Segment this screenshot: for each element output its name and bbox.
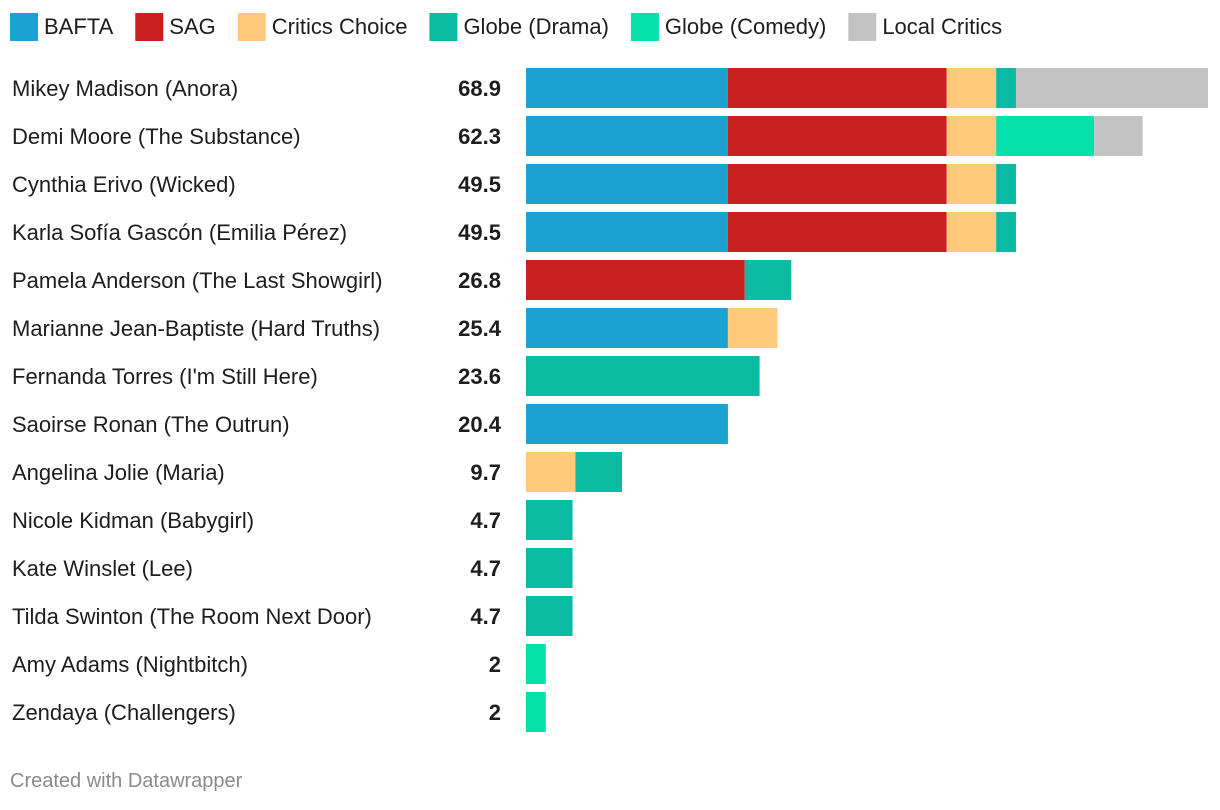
- row-total: 9.7: [470, 460, 501, 485]
- row-label: Kate Winslet (Lee): [12, 556, 193, 581]
- legend-label-local-critics: Local Critics: [882, 14, 1002, 39]
- bar-segment-globe-comedy: [526, 644, 546, 684]
- legend-label-bafta: BAFTA: [44, 14, 114, 39]
- row-total: 25.4: [458, 316, 502, 341]
- legend-label-sag: SAG: [169, 14, 215, 39]
- row-total: 20.4: [458, 412, 502, 437]
- legend-swatch-critics-choice: [237, 13, 266, 41]
- bar-segment-globe-comedy: [526, 692, 546, 732]
- row-label: Pamela Anderson (The Last Showgirl): [12, 268, 383, 293]
- legend-swatch-globe-comedy: [630, 13, 659, 41]
- row-total: 26.8: [458, 268, 501, 293]
- legend-swatch-globe-drama: [429, 13, 458, 41]
- bar-segment-critics-choice: [946, 116, 997, 156]
- row-label: Marianne Jean-Baptiste (Hard Truths): [12, 316, 380, 341]
- row-total: 4.7: [470, 508, 501, 533]
- bar-segment-critics-choice: [946, 212, 997, 252]
- row-label: Karla Sofía Gascón (Emilia Pérez): [12, 220, 347, 245]
- bar-segment-bafta: [526, 212, 728, 252]
- bar-segment-globe-drama: [526, 596, 573, 636]
- row-label: Saoirse Ronan (The Outrun): [12, 412, 290, 437]
- row-label: Cynthia Erivo (Wicked): [12, 172, 236, 197]
- row-total: 68.9: [458, 76, 501, 101]
- legend-swatch-bafta: [10, 13, 38, 41]
- bar-segment-globe-drama: [996, 212, 1016, 252]
- legend-swatch-sag: [135, 13, 164, 41]
- row-total: 49.5: [458, 172, 501, 197]
- row-label: Zendaya (Challengers): [12, 700, 236, 725]
- row-total: 2: [489, 700, 501, 725]
- row-total: 4.7: [470, 556, 501, 581]
- row-total: 49.5: [458, 220, 501, 245]
- bar-segment-sag: [727, 212, 947, 252]
- row-total: 4.7: [470, 604, 501, 629]
- bar-segment-sag: [727, 164, 947, 204]
- stacked-bar-chart: BAFTA SAG Critics Choice Globe (Drama) Globe…: [10, 13, 1208, 732]
- bar-segment-bafta: [526, 164, 728, 204]
- bar-segment-globe-comedy: [996, 116, 1095, 156]
- bar-segment-critics-choice: [946, 68, 997, 108]
- bar-segment-local-critics: [1015, 68, 1208, 108]
- bar-segment-globe-drama: [526, 356, 760, 396]
- row-label: Nicole Kidman (Babygirl): [12, 508, 254, 533]
- bar-segment-sag: [526, 260, 745, 300]
- bar-segment-globe-drama: [526, 500, 573, 540]
- bar-segment-globe-drama: [996, 164, 1016, 204]
- bar-segment-local-critics: [1094, 116, 1143, 156]
- footer-credit: Created with Datawrapper: [10, 770, 243, 792]
- bar-segment-bafta: [526, 404, 728, 444]
- bar-segment-bafta: [526, 308, 728, 348]
- row-label: Tilda Swinton (The Room Next Door): [12, 604, 372, 629]
- chart-legend: BAFTA SAG Critics Choice Globe (Drama) Globe…: [10, 13, 1002, 41]
- row-label: Demi Moore (The Substance): [12, 124, 301, 149]
- bar-segment-critics-choice: [727, 308, 778, 348]
- bar-segment-globe-drama: [526, 548, 573, 588]
- legend-swatch-local-critics: [848, 13, 877, 41]
- row-label: Amy Adams (Nightbitch): [12, 652, 248, 677]
- row-total: 23.6: [458, 364, 501, 389]
- row-total: 62.3: [458, 124, 501, 149]
- legend-label-critics-choice: Critics Choice: [272, 14, 408, 39]
- row-totals: 68.9 62.3 49.5 49.5 26.8 25.4 23.6 20.4 9.7 4.7 4.…: [458, 76, 502, 725]
- row-label: Angelina Jolie (Maria): [12, 460, 225, 485]
- row-total: 2: [489, 652, 501, 677]
- row-label: Mikey Madison (Anora): [12, 76, 238, 101]
- row-label: Fernanda Torres (I'm Still Here): [12, 364, 318, 389]
- legend-label-globe-drama: Globe (Drama): [463, 14, 608, 39]
- bar-segment-critics-choice: [946, 164, 997, 204]
- bar-segment-sag: [727, 116, 947, 156]
- bar-segment-globe-drama: [996, 68, 1016, 108]
- bars: [526, 68, 1208, 732]
- bar-segment-globe-drama: [744, 260, 792, 300]
- bar-segment-sag: [727, 68, 947, 108]
- bar-segment-bafta: [526, 68, 728, 108]
- bar-segment-bafta: [526, 116, 728, 156]
- bar-segment-globe-drama: [575, 452, 623, 492]
- legend-label-globe-comedy: Globe (Comedy): [665, 14, 826, 39]
- row-labels: Mikey Madison (Anora) Demi Moore (The Sub…: [12, 76, 383, 725]
- bar-segment-critics-choice: [526, 452, 576, 492]
